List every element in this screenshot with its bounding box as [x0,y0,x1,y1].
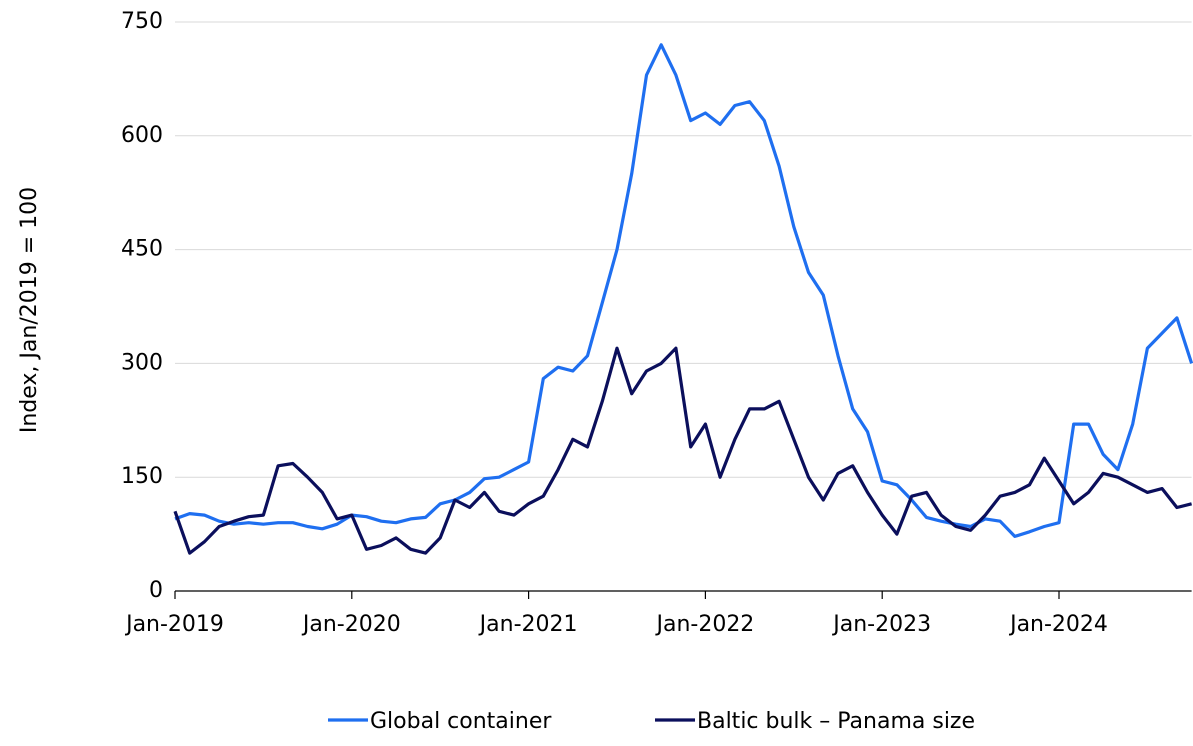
y-tick-label: 600 [121,123,163,148]
x-tick-label: Jan-2024 [1008,612,1108,637]
x-tick-label: Jan-2022 [654,612,754,637]
legend-label: Global container [370,709,552,734]
x-tick-label: Jan-2019 [124,612,224,637]
series-line [173,346,1192,555]
x-tick-label: Jan-2023 [831,612,931,637]
y-tick-label: 0 [149,578,163,603]
series-line [174,43,1193,538]
legend-label: Baltic bulk – Panama size [697,709,975,734]
y-tick-label: 150 [121,464,163,489]
x-tick-label: Jan-2020 [301,612,401,637]
x-tick-label: Jan-2021 [478,612,578,637]
y-tick-label: 750 [121,9,163,34]
y-axis-label: Index, Jan/2019 = 100 [17,187,42,433]
y-tick-label: 450 [121,237,163,262]
y-tick-label: 300 [121,350,163,375]
